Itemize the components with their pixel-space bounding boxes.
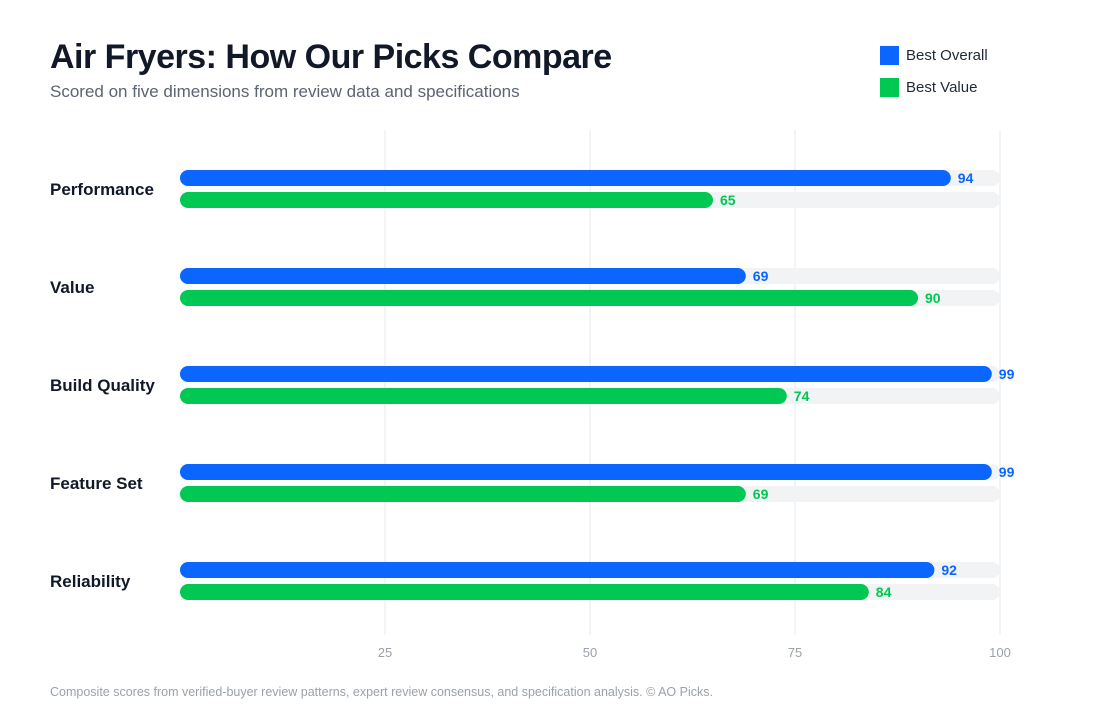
tick-label-50: 50 (583, 645, 597, 660)
value-label-value-best-value: 90 (925, 290, 941, 306)
bar-performance-best-value (180, 192, 713, 208)
tick-label-25: 25 (378, 645, 392, 660)
legend-label-best-value: Best Value (906, 78, 978, 96)
bar-value-best-overall (180, 268, 746, 284)
legend-label-best-overall: Best Overall (906, 46, 988, 64)
category-label-value: Value (50, 278, 94, 297)
bar-build-quality-best-overall (180, 366, 992, 382)
value-label-value-best-overall: 69 (753, 268, 769, 284)
legend-item-best-value: Best Value (880, 77, 988, 97)
legend-swatch-best-value (880, 77, 899, 97)
legend-item-best-overall: Best Overall (880, 45, 988, 65)
category-label-performance: Performance (50, 180, 154, 199)
bar-feature-set-best-overall (180, 464, 992, 480)
value-label-reliability-best-overall: 92 (941, 562, 957, 578)
tick-label-100: 100 (989, 645, 1011, 660)
value-label-build-quality-best-value: 74 (794, 388, 810, 404)
value-label-feature-set-best-value: 69 (753, 486, 769, 502)
bar-build-quality-best-value (180, 388, 787, 404)
chart-title: Air Fryers: How Our Picks Compare (50, 38, 612, 76)
tick-label-75: 75 (788, 645, 802, 660)
legend-swatch-best-overall (880, 45, 899, 65)
bar-performance-best-overall (180, 170, 951, 186)
legend: Best Overall Best Value (880, 45, 988, 109)
category-label-feature-set: Feature Set (50, 474, 143, 493)
value-label-reliability-best-value: 84 (876, 584, 892, 600)
bar-reliability-best-overall (180, 562, 935, 578)
category-label-reliability: Reliability (50, 572, 131, 591)
category-label-build-quality: Build Quality (50, 376, 155, 395)
bar-reliability-best-value (180, 584, 869, 600)
bar-feature-set-best-value (180, 486, 746, 502)
bar-value-best-value (180, 290, 918, 306)
value-label-build-quality-best-overall: 99 (999, 366, 1015, 382)
chart-subtitle: Scored on five dimensions from review da… (50, 82, 520, 101)
value-label-performance-best-overall: 94 (958, 170, 974, 186)
value-label-feature-set-best-overall: 99 (999, 464, 1015, 480)
chart-footnote: Composite scores from verified-buyer rev… (50, 685, 713, 699)
value-label-performance-best-value: 65 (720, 192, 736, 208)
